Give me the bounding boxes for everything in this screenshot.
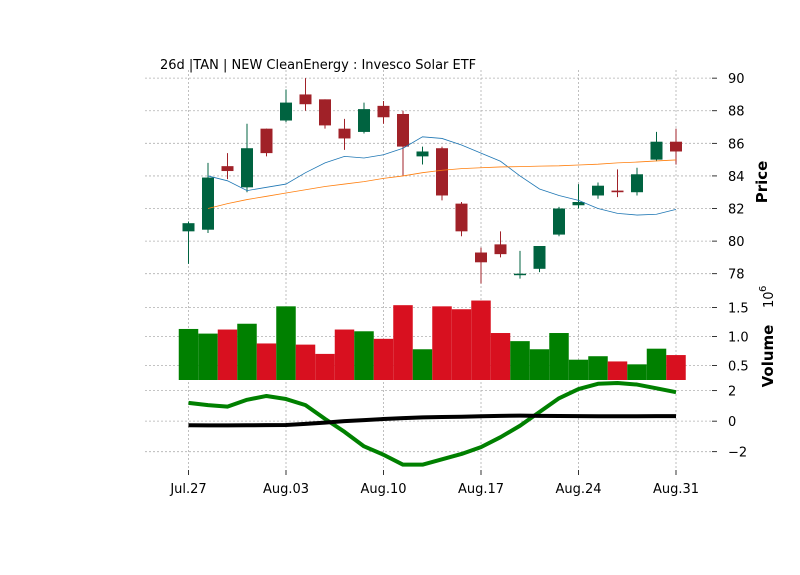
volume-bar — [666, 355, 686, 380]
price-panel: 78 80 82 84 86 88 90 — [182, 72, 745, 284]
volume-bar — [451, 309, 472, 380]
x-tick-label: Aug.31 — [653, 482, 699, 497]
candle-body — [221, 166, 234, 172]
x-tick-label: Aug.17 — [458, 482, 504, 497]
candle-body — [241, 148, 253, 188]
candle-body — [533, 246, 546, 269]
volume-bar — [529, 349, 550, 380]
price-tick-label: 86 — [728, 137, 745, 152]
x-tick-label: Aug.03 — [263, 482, 309, 497]
candle-body — [631, 174, 643, 193]
candle-body — [280, 102, 292, 121]
volume-bar — [237, 323, 257, 380]
volume-bar — [393, 305, 413, 380]
volume-bar — [568, 359, 589, 380]
indicator-line — [188, 413, 676, 428]
ma-short-line — [207, 136, 677, 216]
price-tick-label: 78 — [728, 268, 745, 283]
x-tick-label: Jul.27 — [169, 482, 206, 497]
volume-tick-label: 1.5 — [728, 302, 749, 317]
indicator-tick-label: −2 — [728, 446, 747, 461]
candle-body — [475, 252, 487, 263]
volume-bar — [432, 306, 452, 380]
indicator-tick-label: 2 — [728, 385, 736, 400]
volume-scale-exponent: 6 — [758, 286, 769, 292]
candle-body — [670, 141, 682, 152]
candle-body — [650, 141, 663, 160]
volume-panel: 0.5 1.0 1.5 — [178, 300, 749, 380]
candle-body — [182, 223, 195, 232]
volume-bar — [334, 329, 355, 380]
volume-tick-label: 1.0 — [728, 331, 749, 346]
volume-bar — [315, 353, 335, 380]
ma-long-line — [207, 159, 677, 209]
price-tick-label: 84 — [728, 170, 745, 185]
volume-bar — [178, 328, 199, 380]
candle-body — [611, 190, 624, 193]
price-tick-label: 88 — [728, 105, 745, 120]
volume-scale-label: 10 6 — [758, 286, 777, 308]
indicator-panel: −2 0 2 — [188, 381, 747, 467]
volume-bar — [490, 333, 511, 380]
volume-tick-label: 0.5 — [728, 360, 749, 375]
grid-lines — [145, 70, 712, 470]
volume-bar — [373, 338, 394, 380]
candle-body — [397, 114, 409, 147]
candle-body — [416, 151, 429, 157]
volume-scale-base: 10 — [762, 291, 777, 308]
volume-bar — [295, 344, 316, 380]
candle-body — [455, 203, 468, 232]
volume-bar — [627, 364, 647, 380]
candle-body — [553, 208, 565, 235]
candle-body — [319, 99, 331, 126]
candle-body — [572, 202, 585, 206]
candle-body — [202, 177, 214, 230]
volume-bar — [549, 333, 569, 380]
candle-body — [514, 273, 526, 276]
chart-title: 26d |TAN | NEW CleanEnergy : Invesco Sol… — [160, 58, 476, 73]
volume-bar — [256, 343, 277, 380]
volume-bar — [607, 361, 628, 380]
volume-bar — [412, 349, 433, 380]
volume-bar — [217, 329, 238, 380]
volume-bar — [198, 333, 218, 380]
volume-bar — [510, 341, 530, 380]
price-tick-label: 82 — [728, 203, 745, 218]
candle-body — [494, 244, 507, 255]
candle-body — [299, 94, 312, 105]
candle-body — [436, 148, 448, 196]
price-axis-title: Price — [753, 161, 771, 204]
candle-body — [377, 105, 390, 118]
candle-body — [260, 128, 273, 154]
candle-body — [338, 128, 351, 139]
x-tick-label: Aug.10 — [360, 482, 406, 497]
x-tick-label: Aug.24 — [555, 482, 601, 497]
x-axis: Jul.27 Aug.03 Aug.10 Aug.17 Aug.24 Aug.31 — [169, 470, 699, 497]
volume-bar — [276, 306, 296, 380]
indicator-line — [188, 381, 677, 467]
volume-bar — [354, 331, 374, 380]
volume-bar — [471, 300, 491, 380]
volume-axis-title: Volume — [759, 325, 777, 388]
price-tick-label: 90 — [728, 72, 745, 87]
volume-bar — [588, 356, 608, 380]
indicator-tick-label: 0 — [728, 415, 736, 430]
candle-body — [358, 109, 370, 132]
price-tick-label: 80 — [728, 235, 745, 250]
candle-body — [592, 185, 604, 196]
volume-bar — [646, 348, 667, 380]
